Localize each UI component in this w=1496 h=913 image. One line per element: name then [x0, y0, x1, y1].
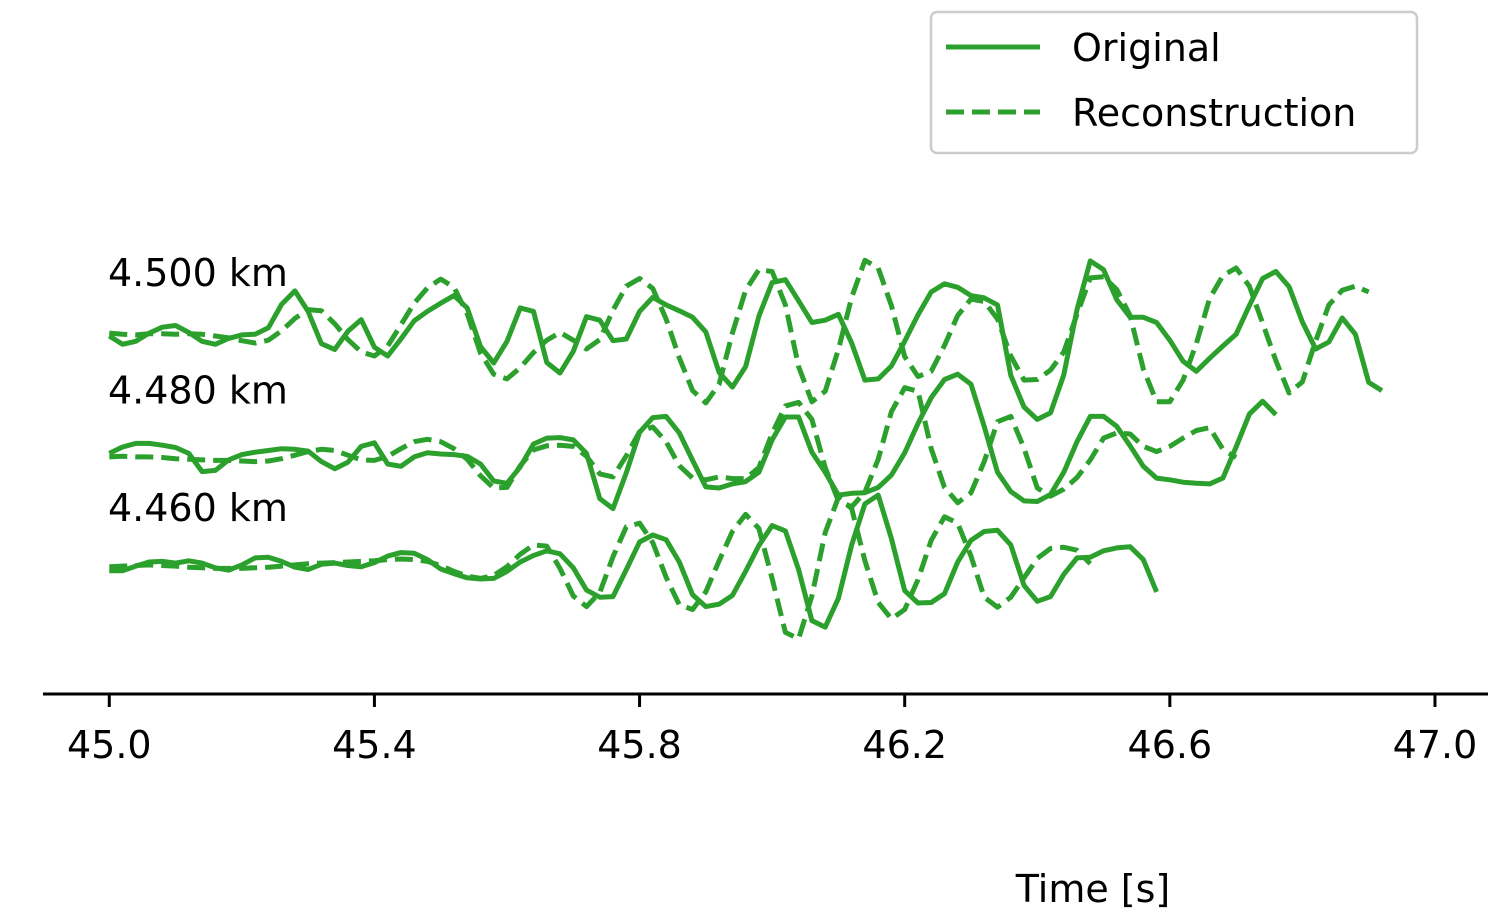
trace-4500-original-line	[107, 258, 1384, 422]
x-tick-label: 45.4	[332, 723, 417, 767]
trace-label-4460: 4.460 km	[108, 486, 288, 530]
trace-label-layer: 4.500 km 4.480 km 4.460 km	[108, 251, 288, 530]
legend: Original Reconstruction	[929, 10, 1419, 155]
x-tick-label: 45.8	[597, 723, 682, 767]
trace-label-4480: 4.480 km	[108, 368, 288, 412]
trace-4460-original-line	[109, 492, 1159, 630]
x-tick-label: 46.6	[1128, 723, 1213, 767]
trace-4460-reconstruction-line	[109, 494, 1093, 642]
legend-label-original: Original	[1072, 26, 1221, 70]
x-tick-label: 46.2	[862, 723, 947, 767]
trace-label-4500: 4.500 km	[108, 251, 288, 295]
x-tick-label: 45.0	[67, 723, 152, 767]
trace-layer	[107, 257, 1384, 642]
legend-label-reconstruction: Reconstruction	[1072, 91, 1356, 135]
legend-frame	[929, 10, 1419, 155]
x-axis-label: Time [s]	[1015, 867, 1171, 911]
trace-4500-reconstruction-line	[109, 257, 1370, 406]
x-tick-layer: 45.0 45.4 45.8 46.2 46.6 47.0	[67, 694, 1477, 767]
x-axis: 45.0 45.4 45.8 46.2 46.6 47.0	[43, 692, 1488, 767]
trace-4480-reconstruction-line	[109, 385, 1238, 510]
x-tick-label: 47.0	[1393, 723, 1478, 767]
